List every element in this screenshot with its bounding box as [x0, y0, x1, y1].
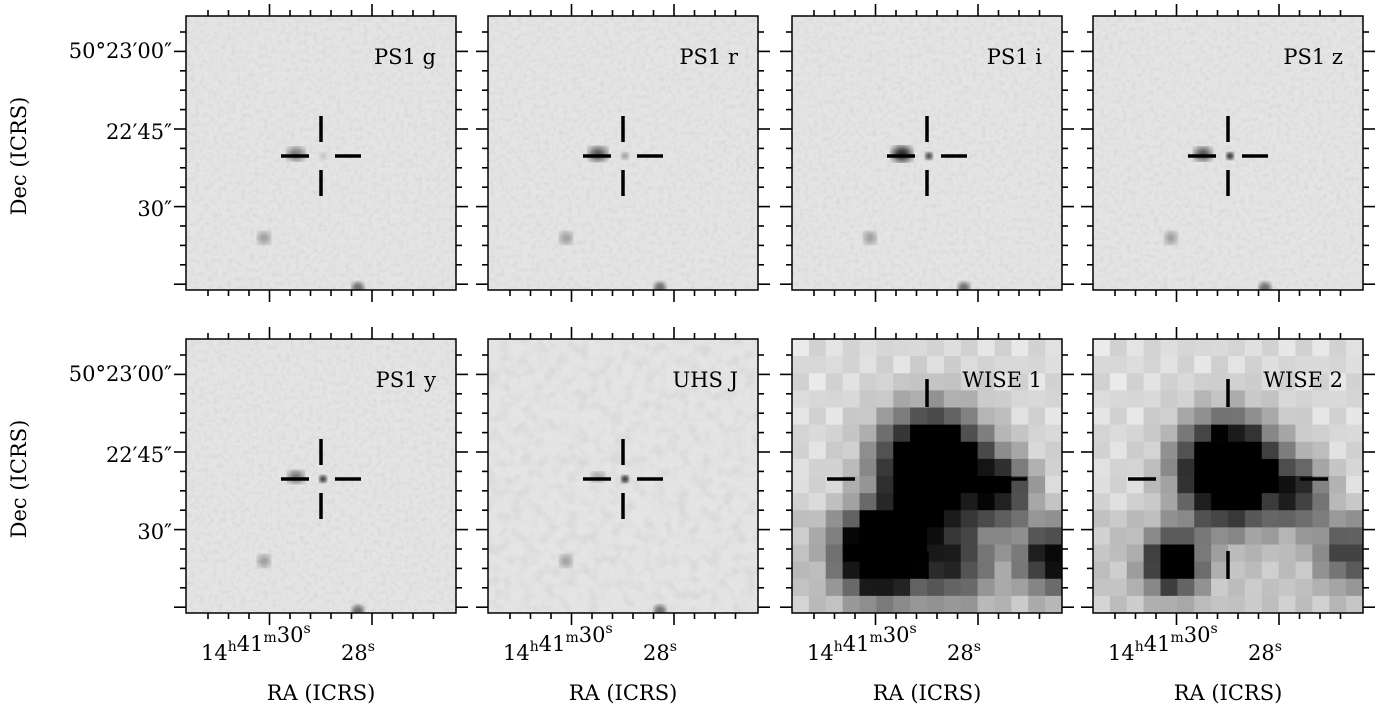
x-axis-title: RA (ICRS) [267, 681, 376, 705]
band-label: PS1 i [987, 45, 1043, 69]
image-panel-ps1-g: PS1 g [174, 4, 468, 302]
axis-ticks [780, 4, 1074, 302]
ra-tick-label-2: 28s [1248, 639, 1282, 665]
image-panel-ps1-r: PS1 r [476, 4, 770, 302]
crosshair [827, 379, 1027, 579]
panel-frame [791, 338, 1063, 614]
panel-frame [1092, 338, 1364, 614]
wise-pixels [1093, 339, 1363, 613]
dec-tick-label: 30″ [137, 197, 172, 221]
neighbour-source [287, 147, 305, 161]
faint-source [560, 555, 572, 567]
neighbour-source [892, 146, 912, 162]
ra-tick-label-2: 28s [947, 639, 981, 665]
image-panel-wise-2: WISE 2 [1081, 327, 1375, 625]
axis-ticks [476, 327, 770, 625]
image-panel-wise-1: WISE 1 [780, 327, 1074, 625]
axis-ticks [174, 327, 468, 625]
faint-source [560, 232, 572, 244]
wise-pixels [792, 339, 1062, 613]
panel-frame [185, 338, 457, 614]
panel-frame [487, 15, 759, 291]
crosshair [1128, 379, 1328, 579]
target-source [925, 152, 933, 160]
axis-ticks [1081, 327, 1375, 625]
ra-tick-label-2: 28s [341, 639, 375, 665]
crosshair [583, 439, 663, 519]
image-panel-ps1-y: PS1 y [174, 327, 468, 625]
ra-tick-label: 14h41m30s [503, 621, 613, 665]
band-label: WISE 1 [962, 368, 1042, 392]
ra-tick-label: 14h41m30s [1108, 621, 1218, 665]
x-axis-title: RA (ICRS) [873, 681, 982, 705]
panel-frame [185, 15, 457, 291]
neighbour-source [589, 147, 607, 161]
sky-noise [792, 16, 1062, 290]
image-panel-ps1-i: PS1 i [780, 4, 1074, 302]
neighbour-source [288, 471, 304, 483]
edge-source [654, 605, 666, 613]
crosshair [1188, 116, 1268, 196]
axes-layer: 50°23′00″ 22′45″ 30″ Dec (ICRS) 50°23′00″ 22′… [7, 39, 1282, 705]
target-source [621, 475, 629, 483]
axis-ticks [1081, 4, 1375, 302]
edge-source [352, 282, 364, 290]
x-axis-title: RA (ICRS) [1174, 681, 1283, 705]
dec-tick-label: 50°23′00″ [69, 39, 172, 63]
edge-source [958, 282, 970, 290]
axis-ticks [174, 4, 468, 302]
target-source [621, 152, 629, 160]
band-label: WISE 2 [1263, 368, 1343, 392]
crosshair [887, 116, 967, 196]
dec-tick-label: 30″ [137, 520, 172, 544]
faint-source [1165, 232, 1177, 244]
faint-source [258, 232, 270, 244]
band-label: PS1 y [376, 368, 437, 392]
sky-noise [1093, 16, 1363, 290]
x-axis-title: RA (ICRS) [569, 681, 678, 705]
target-source [319, 152, 327, 160]
sky-noise [488, 339, 758, 613]
faint-source [258, 555, 270, 567]
image-panel-uhs-j: UHS J [476, 327, 770, 625]
panel-frame [487, 338, 759, 614]
neighbour-source [1194, 147, 1212, 161]
ra-tick-label: 14h41m30s [201, 621, 311, 665]
band-label: PS1 r [679, 45, 739, 69]
sky-noise [488, 16, 758, 290]
axis-ticks [780, 327, 1074, 625]
band-label: UHS J [673, 368, 739, 392]
crosshair [281, 116, 361, 196]
edge-source [654, 282, 666, 290]
ra-tick-label-2: 28s [643, 639, 677, 665]
sky-noise [186, 339, 456, 613]
y-axis-title: Dec (ICRS) [7, 97, 31, 216]
edge-source [1259, 282, 1271, 290]
axis-ticks [476, 4, 770, 302]
ra-tick-label: 14h41m30s [807, 621, 917, 665]
sky-noise [186, 16, 456, 290]
crosshair [281, 439, 361, 519]
band-label: PS1 g [374, 45, 436, 69]
target-source [1226, 152, 1234, 160]
edge-source [352, 605, 364, 613]
panel-frame [1092, 15, 1364, 291]
crosshair [583, 116, 663, 196]
image-panel-ps1-z: PS1 z [1081, 4, 1375, 302]
panel-frame [791, 15, 1063, 291]
band-label: PS1 z [1283, 45, 1343, 69]
target-source [319, 475, 327, 483]
panels-layer: PS1 g PS1 r PS1 i PS1 z PS1 y UHS J WISE 1 WISE… [174, 4, 1375, 625]
faint-source [864, 232, 876, 244]
y-axis-title: Dec (ICRS) [7, 420, 31, 539]
dec-tick-label: 22′45″ [106, 443, 172, 467]
dec-tick-label: 50°23′00″ [69, 362, 172, 386]
dec-tick-label: 22′45″ [106, 120, 172, 144]
